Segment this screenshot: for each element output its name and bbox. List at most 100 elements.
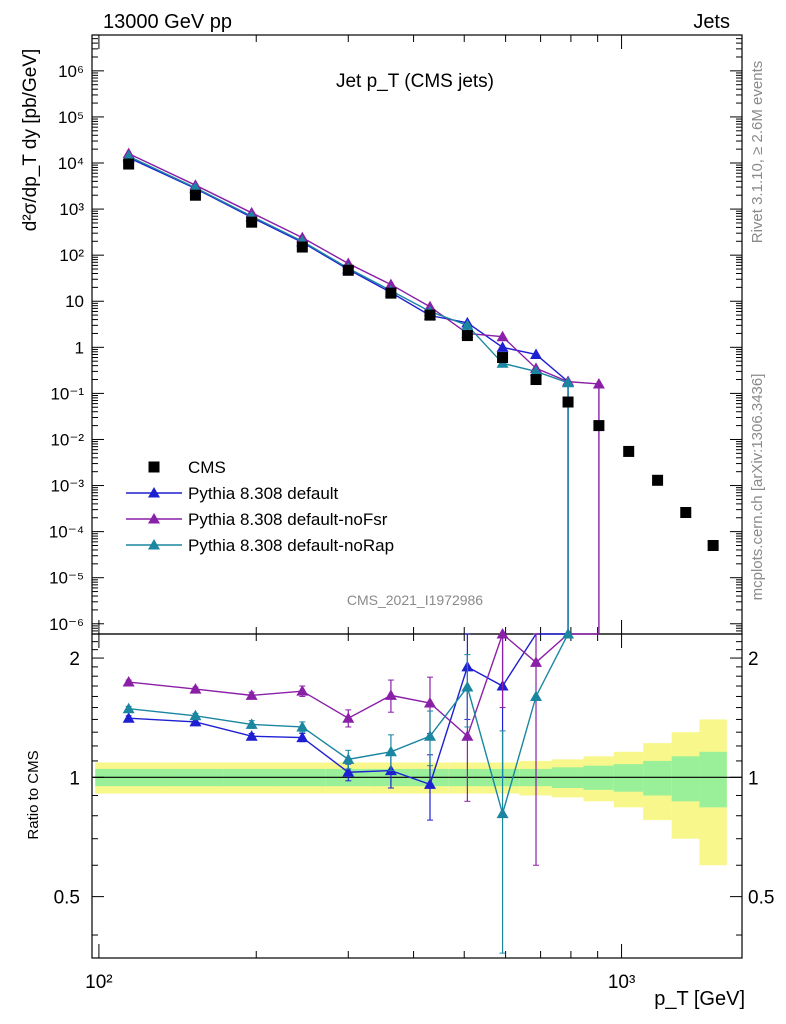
ratio-point (296, 720, 309, 732)
ratio-tick-label-left: 1 (69, 768, 80, 789)
series-point (592, 377, 605, 389)
side-label-top: Rivet 3.1.10, ≥ 2.6M events (749, 61, 766, 244)
ratio-point (245, 730, 258, 741)
ratio-point (122, 702, 135, 714)
ratio-point (384, 689, 397, 700)
legend-label: Pythia 8.308 default-noFsr (188, 510, 388, 529)
data-point (296, 241, 308, 253)
ratio-tick-label-left: 0.5 (54, 888, 80, 909)
series-point (530, 365, 543, 376)
band-inner (699, 751, 727, 808)
ratio-line (128, 632, 599, 738)
data-point (461, 330, 473, 342)
axes-frame: 10⁻⁶ 10⁻⁵ 10⁻⁴ 10⁻³ 10⁻² 10⁻¹ 1 10 10² 10³ 10⁴ 10⁵ 1… (49, 34, 774, 993)
y-tick-label: 10⁻⁵ (49, 569, 84, 588)
y-tick-label: 10² (59, 246, 84, 265)
legend: CMS Pythia 8.308 default Pythia 8.308 defa… (126, 458, 394, 555)
y-tick-label: 10⁶ (58, 62, 84, 81)
side-label-bottom: mcplots.cern.ch [arXiv:1306.3436] (749, 374, 766, 601)
ratio-tick-label-left: 2 (69, 649, 80, 670)
series-line (128, 152, 599, 385)
data-point (680, 507, 692, 519)
y-tick-label: 10⁻¹ (50, 384, 84, 403)
y-tick-label: 10⁵ (58, 108, 84, 127)
legend-label: CMS (188, 458, 226, 477)
ratio-plot-frame (91, 633, 743, 959)
data-point (562, 396, 574, 408)
y-tick-label: 10⁴ (58, 154, 84, 173)
y-tick-label: 10⁻⁴ (49, 523, 84, 542)
ratio-point (562, 628, 575, 639)
series-point (530, 348, 543, 359)
ratio-point (342, 712, 355, 723)
ratio-tick-label-right: 1 (748, 768, 759, 789)
data-point (593, 420, 605, 432)
header-left: 13000 GeV pp (103, 11, 232, 33)
legend-marker-data (148, 461, 160, 473)
x-tick-label: 10² (85, 972, 112, 993)
data-point (342, 264, 354, 276)
ratio-point (423, 730, 436, 741)
legend-marker (148, 487, 160, 498)
data-point (246, 216, 258, 228)
series-point (461, 319, 474, 330)
chart-marks (122, 147, 719, 954)
band-inner (643, 760, 672, 796)
legend-label: Pythia 8.308 default-noRap (188, 536, 394, 555)
ratio-point (245, 689, 258, 700)
data-point (123, 158, 135, 170)
y-tick-label: 10⁻² (50, 430, 84, 449)
x-axis-label: p_T [GeV] (654, 988, 745, 1010)
series-point (189, 181, 202, 193)
series-point (496, 341, 509, 352)
legend-marker (148, 513, 160, 524)
ratio-point (496, 628, 509, 639)
data-point (707, 539, 719, 551)
data-point (497, 352, 509, 364)
ratio-point (342, 753, 355, 764)
data-point (424, 309, 436, 321)
x-tick-label: 10³ (608, 972, 635, 993)
data-point (385, 287, 397, 299)
chart-title: Jet p_T (CMS jets) (336, 71, 494, 92)
series-point (122, 150, 135, 161)
ratio-point (423, 697, 436, 708)
ratio-point (342, 766, 355, 777)
y-tick-label: 10⁻⁶ (49, 615, 84, 634)
ratio-point (496, 807, 509, 819)
ratio-point (122, 676, 135, 687)
y-tick-label: 1 (75, 338, 84, 357)
data-point (189, 189, 201, 201)
ratio-point (122, 712, 135, 723)
series-point (496, 330, 509, 342)
y-axis-label-bottom: Ratio to CMS (25, 750, 42, 839)
y-tick-label: 10⁻³ (50, 477, 84, 496)
ratio-point (245, 718, 258, 729)
y-tick-label: 10 (65, 292, 84, 311)
ratio-point (461, 730, 474, 741)
data-point (623, 445, 635, 457)
data-point (652, 474, 664, 486)
ratio-point (296, 685, 309, 696)
series-point (562, 376, 575, 388)
ratio-point (189, 683, 202, 694)
ratio-point (189, 715, 202, 727)
ratio-point (461, 681, 474, 692)
data-point (530, 374, 542, 386)
watermark: CMS_2021_I1972986 (347, 592, 483, 608)
band-inner (671, 756, 700, 802)
ratio-tick-label-right: 0.5 (748, 888, 774, 909)
ratio-point (423, 778, 436, 789)
ratio-point (530, 656, 543, 667)
series-point (384, 278, 397, 290)
ratio-point (530, 690, 543, 701)
ratio-tick-label-right: 2 (748, 649, 759, 670)
y-tick-label: 10³ (59, 200, 84, 219)
header-right: Jets (693, 11, 730, 33)
legend-label: Pythia 8.308 default (188, 484, 339, 503)
ratio-point (189, 709, 202, 721)
legend-marker (148, 539, 160, 550)
ratio-point (384, 745, 397, 757)
y-axis-label-top: d²σ/dp_T dy [pb/GeV] (20, 49, 41, 231)
